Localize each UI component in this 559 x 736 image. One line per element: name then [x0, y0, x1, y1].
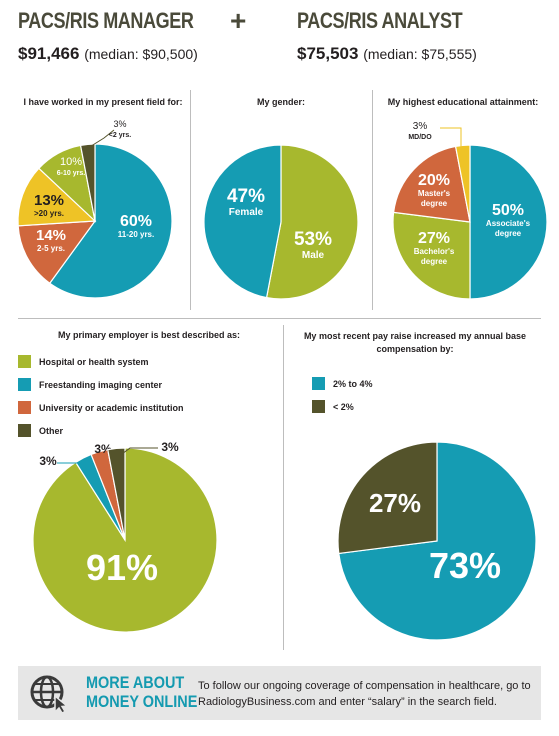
pie-slice-2-5-yrs	[17, 220, 97, 285]
manager-salary-value: $91,466	[18, 44, 80, 63]
pct-label-master-s-degree: 20%	[418, 172, 450, 189]
leader-line-md-do	[440, 127, 462, 148]
pct-label-2-to-4: 73%	[429, 545, 501, 586]
category-label-6-10-yrs: 6-10 yrs.	[57, 170, 85, 177]
legend-under-2: < 2%	[312, 400, 354, 413]
legend-freestanding: Freestanding imaging center	[18, 378, 162, 391]
pct-label-bachelor-s-degree: 27%	[418, 230, 450, 247]
category-label-md-do: MD/DO	[408, 134, 432, 141]
category-label-master-s-degree: Master's	[418, 189, 451, 198]
pct-label-2-5-yrs: 14%	[36, 227, 66, 244]
footer-banner: MORE ABOUT MONEY ONLINE To follow our on…	[18, 666, 541, 720]
q3-title: My highest educational attainment:	[387, 97, 539, 107]
footer-text: To follow our ongoing coverage of compen…	[198, 680, 531, 708]
pie-slice-2	[337, 441, 438, 555]
pie-slice-20-yrs	[17, 167, 97, 227]
pct-label-associate-s-degree: 50%	[492, 202, 524, 219]
more-line-1: MORE ABOUT	[86, 673, 185, 692]
pct-label-20-yrs: 13%	[34, 192, 64, 209]
chart-pay-raise: 73% 27%	[337, 441, 537, 641]
pct-label-male: 53%	[294, 229, 332, 250]
pie-slice-11-20-yrs	[48, 143, 173, 299]
pct-label-11-20-yrs: 60%	[120, 213, 152, 230]
legend-university: University or academic institution	[18, 401, 184, 414]
legend-swatch-university	[18, 401, 31, 414]
analyst-salary-value: $75,503	[297, 44, 359, 63]
category-label-associate-s-degree: Associate's	[486, 219, 531, 228]
category-label-male: Male	[302, 250, 325, 261]
pct-label-md-do: 3%	[413, 121, 428, 132]
more-line-2: MONEY ONLINE	[86, 692, 198, 711]
legend-hospital: Hospital or health system	[18, 355, 149, 368]
legend-label-freestanding: Freestanding imaging center	[39, 379, 163, 390]
pct-label-university-or-academic-institution: 3%	[94, 442, 112, 456]
legend-other: Other	[18, 424, 63, 437]
analyst-salary: $75,503 (median: $75,555)	[297, 44, 477, 64]
globe-cursor-icon	[30, 675, 69, 714]
legend-label-hospital: Hospital or health system	[39, 356, 149, 367]
chart-employer: 91% 3% 3% 3%	[32, 440, 218, 633]
pct-label-hospital-or-health-system: 91%	[86, 547, 158, 588]
pie-slice-master-s-degree	[392, 145, 471, 223]
category-label-2-5-yrs: 2-5 yrs.	[37, 244, 65, 253]
legend-swatch-under-2	[312, 400, 325, 413]
pct-label-6-10-yrs: 10%	[60, 156, 82, 168]
analyst-title: PACS/RIS ANALYST	[297, 8, 463, 33]
pct-label-freestanding-imaging-center: 3%	[39, 454, 57, 468]
legend-swatch-2-to-4	[312, 377, 325, 390]
category-label-11-20-yrs: 11-20 yrs.	[118, 230, 154, 239]
divider-v2	[372, 90, 373, 310]
manager-title: PACS/RIS MANAGER	[18, 8, 194, 33]
leader-line-university-or-academic-institution	[102, 457, 105, 471]
pct-label-2-yrs: 3%	[113, 119, 126, 129]
pct-label-female: 47%	[227, 186, 265, 207]
legend-label-2-to-4: 2% to 4%	[333, 378, 373, 389]
category-label-20-yrs: >20 yrs.	[34, 209, 64, 218]
pie-slice-female	[203, 144, 282, 299]
chart-years-in-field: 60%11-20 yrs. 14%2-5 yrs. 13%>20 yrs. 10% 6-…	[17, 119, 173, 299]
q2-title: My gender:	[256, 97, 305, 107]
chart-education: 50%Associate'sdegree27%Bachelor'sdegree2…	[392, 121, 548, 300]
leader-line-freestanding-imaging-center	[57, 462, 94, 473]
legend-label-under-2: < 2%	[333, 401, 354, 412]
legend-label-university: University or academic institution	[39, 402, 184, 413]
pct-label-2: 27%	[369, 488, 421, 518]
legend-label-other: Other	[39, 425, 64, 436]
category-label-bachelor-s-degree: degree	[421, 257, 448, 266]
q1-title: I have worked in my present field for:	[23, 97, 183, 107]
leader-line-2-yrs	[87, 129, 115, 149]
category-label-master-s-degree: degree	[421, 199, 448, 208]
category-label-associate-s-degree: degree	[495, 229, 522, 238]
divider-h	[18, 318, 541, 319]
category-label-2-yrs: <2 yrs.	[109, 132, 131, 139]
category-label-female: Female	[229, 207, 264, 218]
leader-line-other	[121, 447, 158, 455]
divider-v1	[190, 90, 191, 310]
pie-slice-associate-s-degree	[469, 144, 548, 300]
legend-swatch-other	[18, 424, 31, 437]
q4-title: My primary employer is best described as…	[57, 330, 241, 340]
q5-title: My most recent pay raise increased my an…	[303, 331, 527, 354]
legend-swatch-hospital	[18, 355, 31, 368]
pie-slice-bachelor-s-degree	[392, 211, 471, 300]
analyst-median: (median: $75,555)	[363, 46, 477, 62]
category-label-bachelor-s-degree: Bachelor's	[414, 247, 455, 256]
legend-2-to-4: 2% to 4%	[312, 377, 373, 390]
divider-v3	[283, 325, 284, 650]
chart-gender: 53%Male 47%Female	[203, 144, 359, 300]
pie-slice-other	[107, 447, 126, 541]
manager-median: (median: $90,500)	[84, 46, 198, 62]
pct-label-other: 3%	[161, 440, 179, 454]
pie-slice-male	[265, 144, 359, 300]
more-about-money-online[interactable]: MORE ABOUT MONEY ONLINE	[86, 673, 197, 711]
pie-slice-md-do	[454, 144, 471, 223]
legend-swatch-freestanding	[18, 378, 31, 391]
manager-salary: $91,466 (median: $90,500)	[18, 44, 198, 64]
plus-sign: +	[230, 5, 247, 36]
